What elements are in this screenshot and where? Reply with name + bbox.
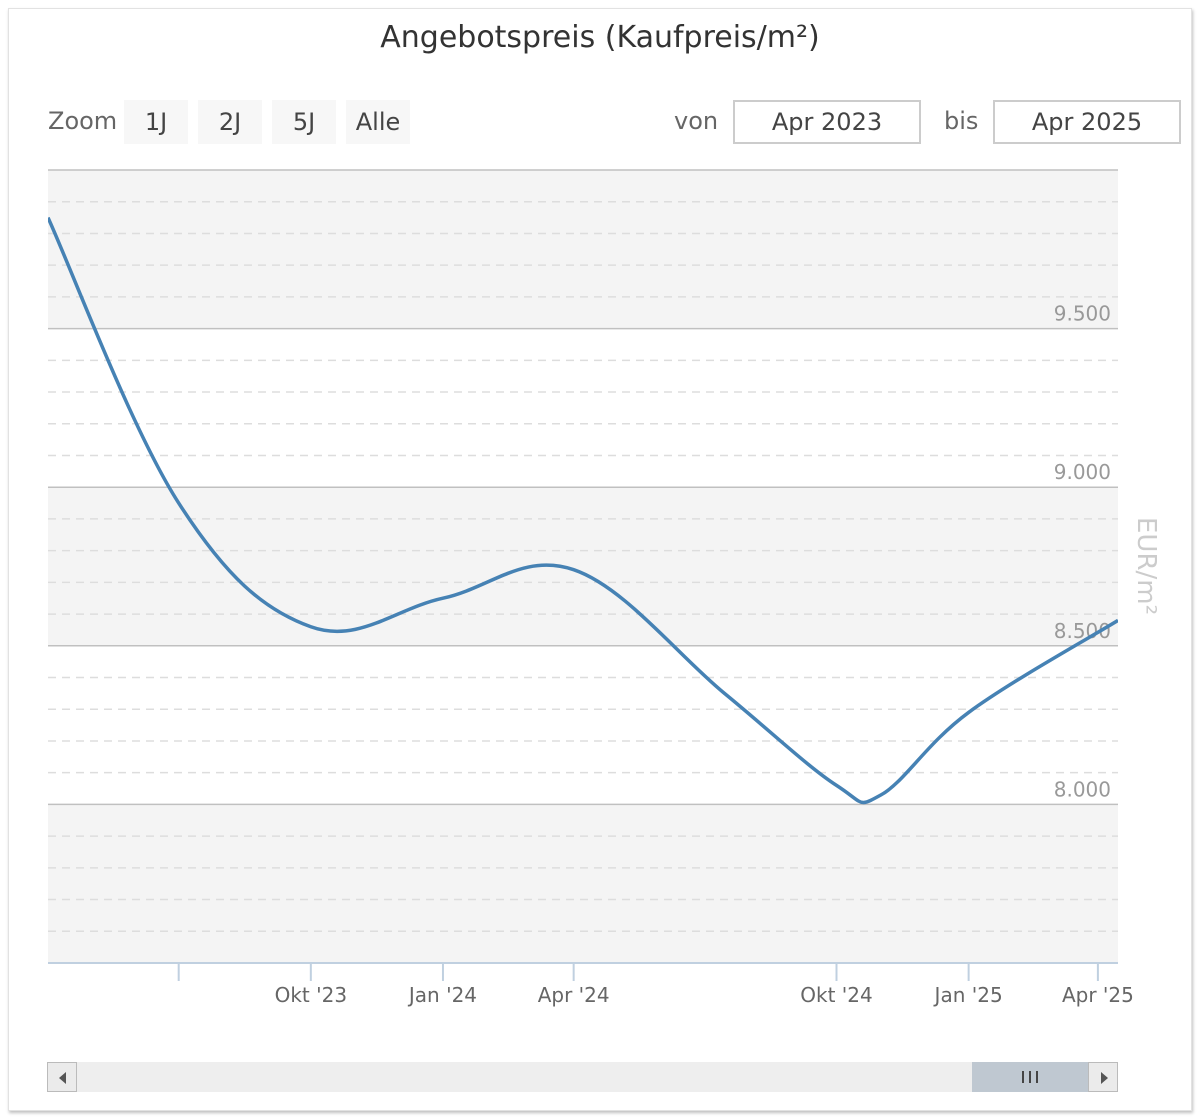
plot-band bbox=[48, 170, 1118, 329]
y-axis-title: EUR/m² bbox=[1131, 517, 1161, 615]
x-tick-label: Okt '23 bbox=[275, 983, 347, 1007]
range-to-input[interactable] bbox=[993, 100, 1181, 144]
series-line bbox=[48, 216, 1118, 805]
zoom-alle-button[interactable]: Alle bbox=[346, 100, 410, 144]
y-tick-label: 9.500 bbox=[1054, 302, 1111, 326]
zoom-label: Zoom bbox=[48, 107, 118, 135]
plot-band bbox=[48, 804, 1118, 963]
x-tick-label: Jan '25 bbox=[933, 983, 1003, 1007]
scroll-left-button[interactable] bbox=[47, 1062, 77, 1092]
zoom-1j-button[interactable]: 1J bbox=[124, 100, 188, 144]
range-to-label: bis bbox=[944, 107, 979, 135]
grip-icon bbox=[1022, 1071, 1038, 1083]
x-tick-label: Apr '25 bbox=[1062, 983, 1134, 1007]
x-tick-label: Apr '24 bbox=[538, 983, 610, 1007]
chevron-right-icon bbox=[1101, 1072, 1108, 1084]
y-tick-label: 9.000 bbox=[1054, 460, 1111, 484]
range-from-label: von bbox=[674, 107, 719, 135]
plot-band bbox=[48, 487, 1118, 646]
navigator-scrollbar-track[interactable] bbox=[47, 1062, 1118, 1092]
x-tick-label: Jan '24 bbox=[407, 983, 477, 1007]
zoom-2j-button[interactable]: 2J bbox=[198, 100, 262, 144]
scrollbar-thumb[interactable] bbox=[972, 1062, 1089, 1092]
y-tick-label: 8.000 bbox=[1054, 777, 1111, 801]
x-tick-label: Okt '24 bbox=[800, 983, 872, 1007]
scroll-right-button[interactable] bbox=[1088, 1062, 1118, 1092]
chevron-left-icon bbox=[59, 1072, 66, 1084]
chart-title: Angebotspreis (Kaufpreis/m²) bbox=[380, 20, 820, 55]
zoom-5j-button[interactable]: 5J bbox=[272, 100, 336, 144]
range-from-input[interactable] bbox=[733, 100, 921, 144]
